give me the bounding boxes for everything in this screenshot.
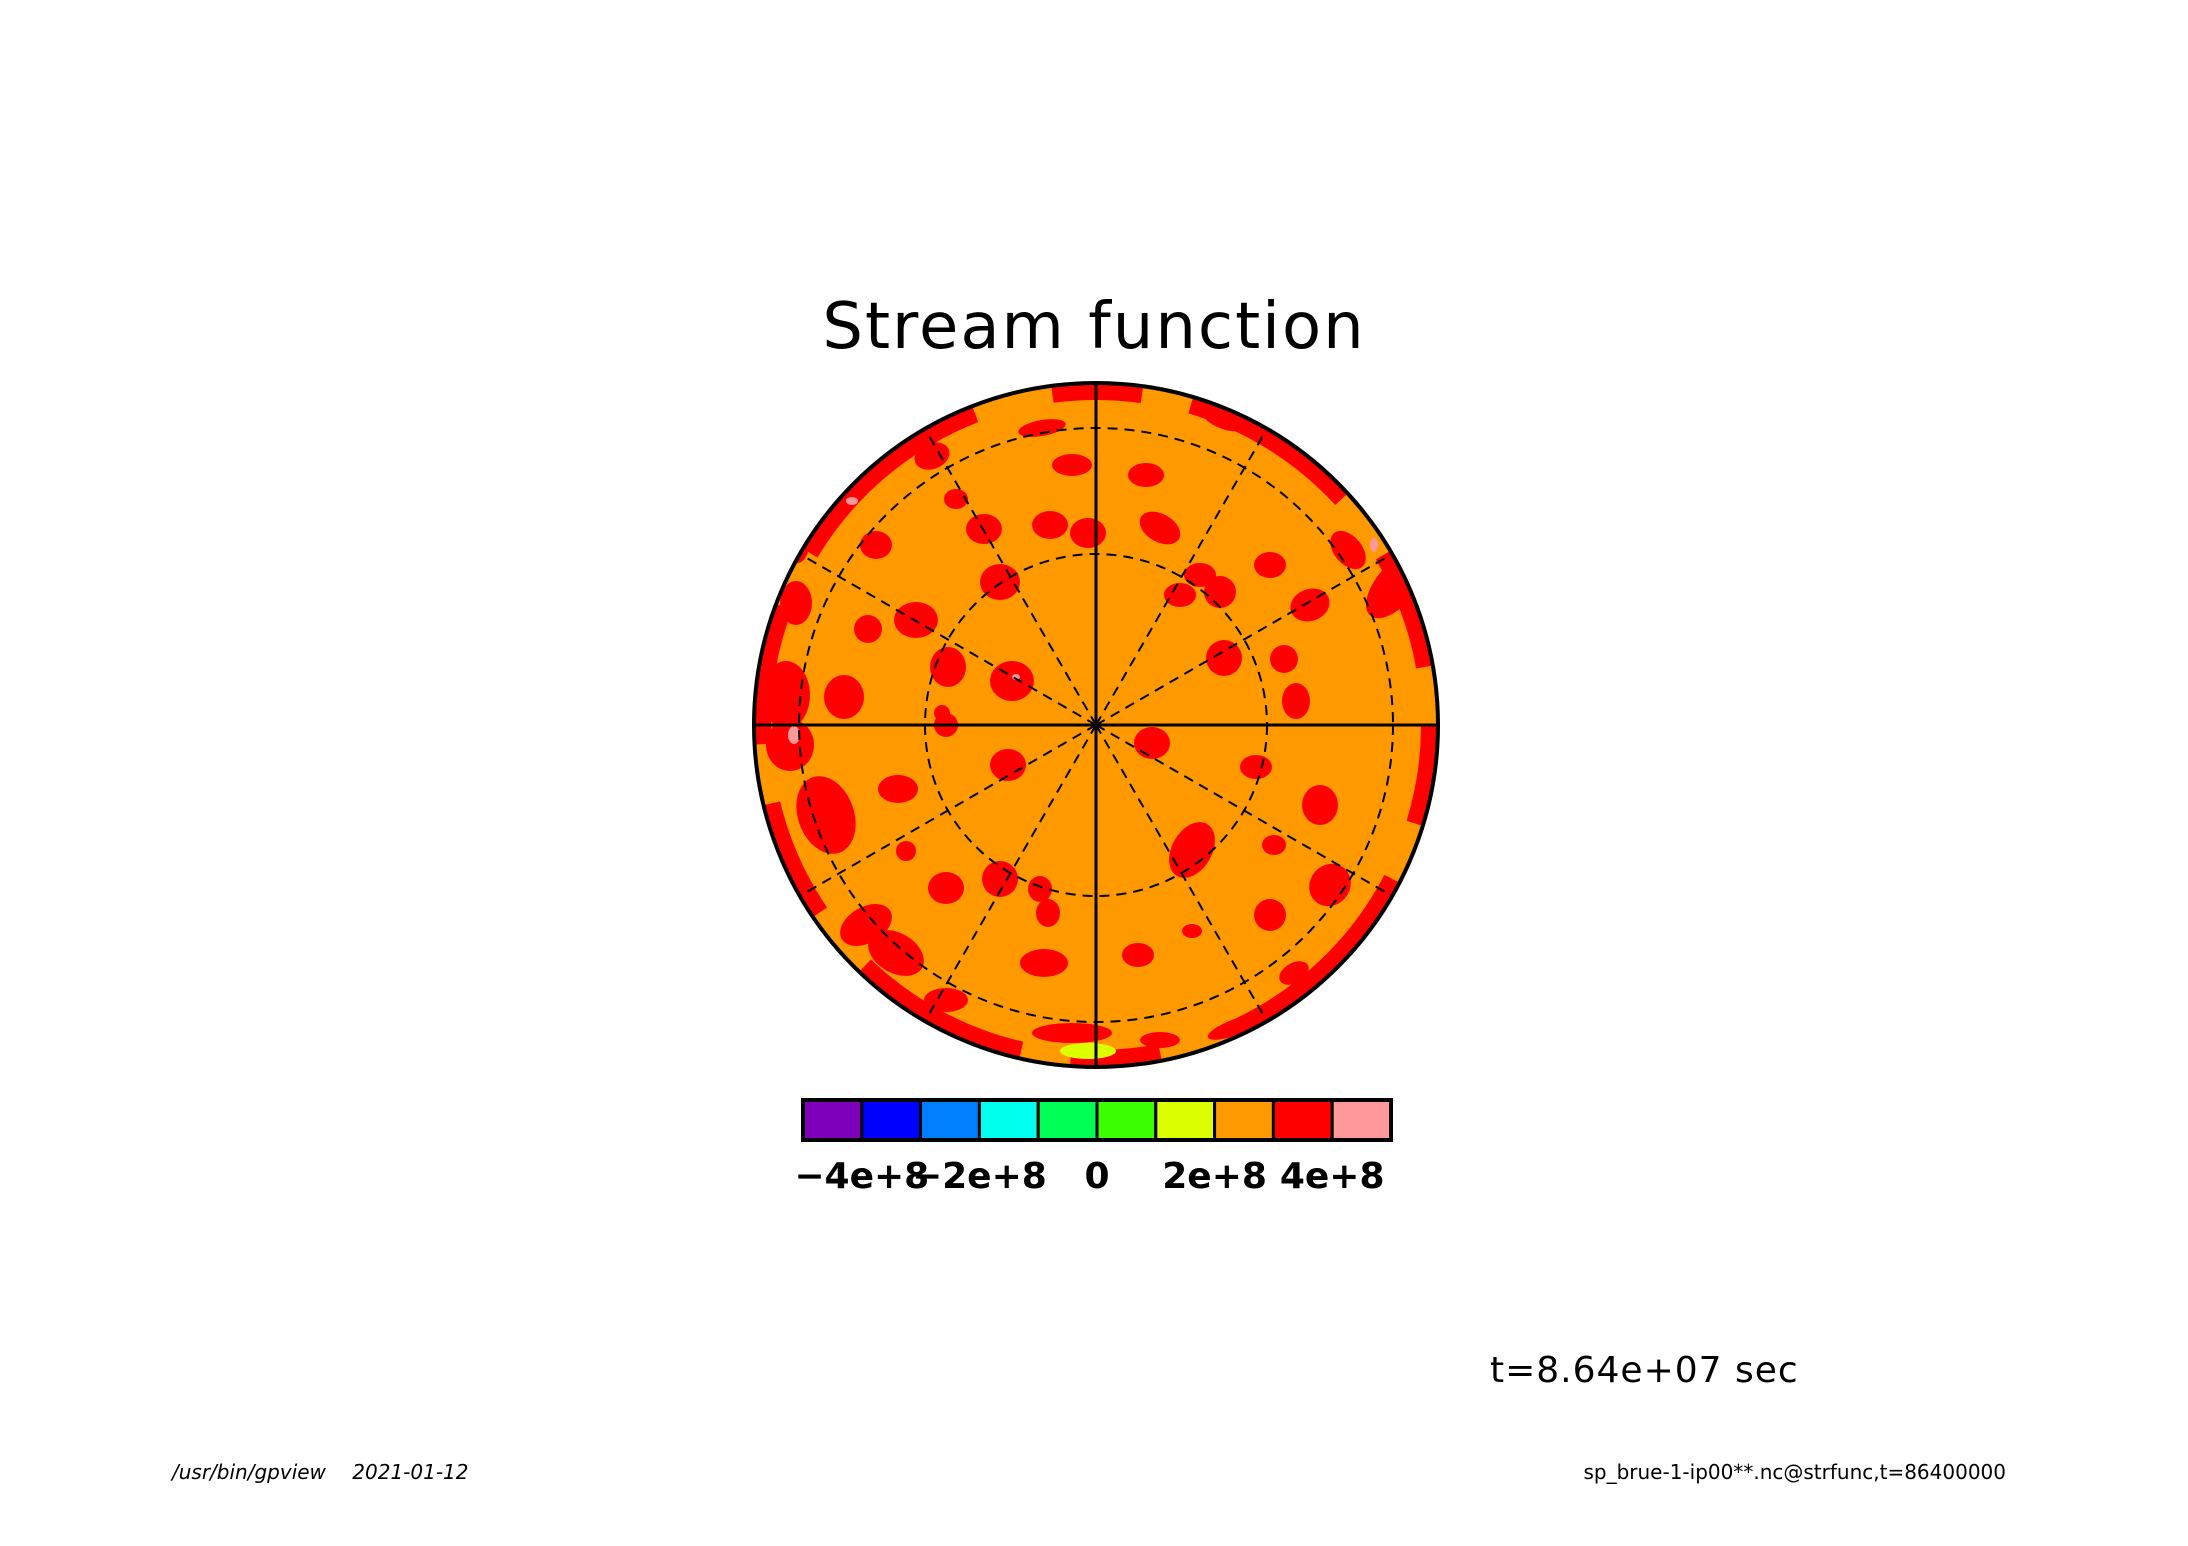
colorbar-tick-label: 0 — [1084, 1156, 1109, 1197]
peak-region — [788, 726, 800, 744]
high-region — [990, 661, 1034, 701]
high-region — [1204, 576, 1236, 608]
peak-region — [846, 497, 858, 505]
high-region — [868, 930, 924, 976]
high-region — [1240, 755, 1272, 779]
high-region — [1070, 518, 1106, 548]
high-region — [1169, 822, 1215, 878]
high-region — [1028, 876, 1052, 902]
high-region — [928, 872, 964, 904]
plot-date: 2021-01-12 — [352, 1460, 469, 1484]
high-region — [944, 489, 968, 509]
high-region — [766, 719, 814, 771]
meridian-line — [1095, 724, 1268, 1022]
high-region — [1032, 511, 1068, 539]
colorbar-swatch — [977, 1098, 1040, 1142]
high-region — [924, 988, 968, 1012]
time-label: t=8.64e+07 sec — [1490, 1350, 1799, 1391]
high-region — [1139, 511, 1181, 545]
high-region — [980, 564, 1020, 600]
high-region — [1206, 640, 1242, 676]
meridian-line — [924, 428, 1097, 726]
footer-left: /usr/bin/gpview 2021-01-12 — [172, 1460, 489, 1484]
meridian-line — [924, 724, 1097, 1022]
colorbar-swatch — [1330, 1098, 1393, 1142]
high-region — [1122, 943, 1154, 967]
high-region — [796, 776, 856, 854]
high-region — [930, 647, 966, 687]
high-region — [1020, 949, 1068, 977]
meridian-line — [1095, 553, 1393, 726]
high-region — [966, 514, 1002, 544]
globe-outline — [752, 381, 1440, 1069]
colorbar: −4e+8−2e+8 0 2e+8 4e+8 — [794, 1098, 1393, 1197]
source-label: sp_brue-1-ip00**.nc@strfunc,t=86400000 — [1583, 1460, 2006, 1484]
high-region — [1052, 454, 1092, 476]
chart-title: Stream function — [822, 290, 1366, 364]
program-path: /usr/bin/gpview — [172, 1460, 326, 1484]
high-region — [854, 615, 882, 643]
high-region — [1262, 835, 1286, 855]
meridian-line — [1095, 428, 1268, 726]
high-region — [1254, 899, 1286, 931]
high-region — [1036, 899, 1060, 927]
colorbar-tick-label: 2e+8 — [1162, 1156, 1267, 1197]
colorbar-frame — [801, 1098, 1393, 1142]
high-region — [990, 749, 1026, 781]
colorbar-swatch — [1154, 1098, 1217, 1142]
colorbar-swatch — [1213, 1098, 1275, 1142]
colorbar-swatch — [860, 1098, 923, 1142]
meridian-line — [799, 724, 1097, 897]
globe-disc — [752, 381, 1440, 1069]
colorbar-tick-label: −4e+8 — [794, 1156, 929, 1197]
colorbar-swatch — [801, 1098, 864, 1142]
high-region — [1254, 552, 1286, 578]
colorbar-swatch — [1271, 1098, 1334, 1142]
peak-region — [1370, 538, 1378, 552]
high-region — [1018, 419, 1066, 437]
high-region — [860, 531, 892, 559]
high-region — [1302, 785, 1338, 825]
colorbar-swatch — [1095, 1098, 1158, 1142]
high-region — [896, 841, 916, 861]
high-region — [878, 775, 918, 803]
colorbar-swatch — [919, 1098, 981, 1142]
high-region — [824, 675, 864, 719]
high-region — [1128, 463, 1164, 487]
high-region — [1282, 683, 1310, 719]
high-region — [1140, 1032, 1180, 1048]
colorbar-swatch — [1036, 1098, 1099, 1142]
colorbar-tick-label: 4e+8 — [1280, 1156, 1385, 1197]
high-region — [1032, 1023, 1112, 1043]
high-region — [1330, 530, 1366, 570]
meridian-line — [799, 553, 1097, 726]
high-region — [982, 861, 1018, 897]
high-region — [1134, 727, 1170, 759]
colorbar-tick-label: −2e+8 — [912, 1156, 1047, 1197]
high-region — [1164, 583, 1196, 607]
high-region — [1309, 863, 1351, 907]
high-region — [1182, 924, 1202, 938]
high-region — [934, 705, 950, 721]
high-region — [1184, 563, 1216, 587]
low-region — [1060, 1043, 1116, 1059]
high-region — [1270, 645, 1298, 673]
meridian-line — [1095, 724, 1393, 897]
